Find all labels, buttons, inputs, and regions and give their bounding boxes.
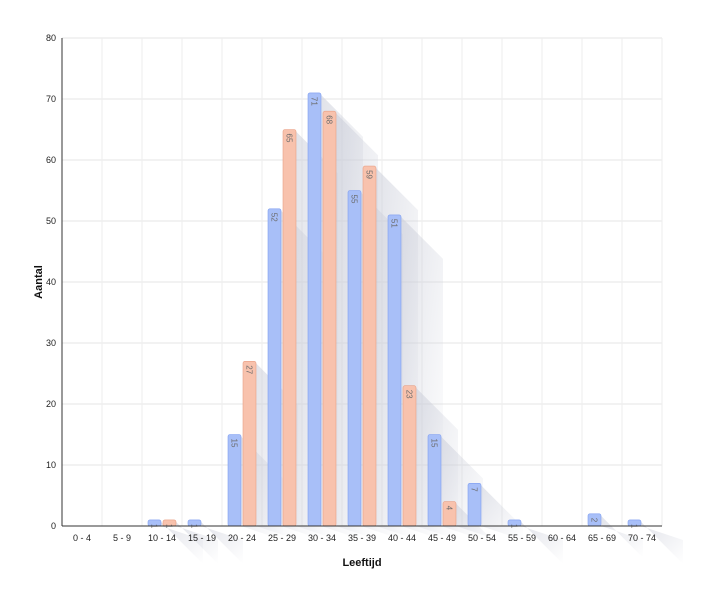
bar-shadow xyxy=(641,521,683,564)
bar-value-label: 15 xyxy=(430,439,439,448)
bar-value-label: 4 xyxy=(445,506,454,511)
bar-value-label: 68 xyxy=(325,115,334,124)
bar-value-label: 27 xyxy=(245,365,254,374)
bar-value-label: 7 xyxy=(470,487,479,492)
bar xyxy=(322,110,337,527)
x-tick-label: 65 - 69 xyxy=(588,533,616,543)
y-tick-label: 0 xyxy=(51,521,56,531)
bar-value-label: 2 xyxy=(590,518,599,523)
x-tick-label: 25 - 29 xyxy=(268,533,296,543)
x-tick-label: 45 - 49 xyxy=(428,533,456,543)
bar-shadow xyxy=(201,521,243,564)
y-axis-title: Aantal xyxy=(33,265,45,299)
bar xyxy=(347,190,362,527)
x-tick-label: 60 - 64 xyxy=(548,533,576,543)
bar-value-label: 23 xyxy=(405,390,414,399)
bar-value-label: 15 xyxy=(230,439,239,448)
bar-value-label: 71 xyxy=(310,97,319,106)
x-tick-label: 50 - 54 xyxy=(468,533,496,543)
x-tick-label: 0 - 4 xyxy=(73,533,91,543)
x-tick-label: 5 - 9 xyxy=(113,533,131,543)
bar xyxy=(307,92,322,527)
bar-shadow xyxy=(456,503,498,546)
x-tick-label: 20 - 24 xyxy=(228,533,256,543)
y-tick-label: 80 xyxy=(46,33,56,43)
bar xyxy=(387,214,402,527)
x-tick-label: 40 - 44 xyxy=(388,533,416,543)
x-tick-label: 30 - 34 xyxy=(308,533,336,543)
bar-value-label: 59 xyxy=(365,170,374,179)
x-tick-label: 10 - 14 xyxy=(148,533,176,543)
bar-shadow xyxy=(176,521,218,564)
bar-value-label: 51 xyxy=(390,219,399,228)
bar-value-label: 55 xyxy=(350,195,359,204)
bar-shadow xyxy=(521,521,563,564)
x-tick-label: 15 - 19 xyxy=(188,533,216,543)
bar xyxy=(227,434,242,527)
bar xyxy=(282,129,297,527)
x-tick-label: 55 - 59 xyxy=(508,533,536,543)
bar xyxy=(267,208,282,527)
x-tick-label: 35 - 39 xyxy=(348,533,376,543)
x-tick-label: 70 - 74 xyxy=(628,533,656,543)
y-tick-label: 10 xyxy=(46,460,56,470)
y-tick-label: 70 xyxy=(46,94,56,104)
y-tick-label: 30 xyxy=(46,338,56,348)
bar-value-label: 52 xyxy=(270,213,279,222)
x-axis-title: Leeftijd xyxy=(342,557,381,569)
bar xyxy=(402,385,417,527)
bar-value-label: 65 xyxy=(285,134,294,143)
y-tick-label: 20 xyxy=(46,399,56,409)
y-tick-label: 60 xyxy=(46,155,56,165)
bar xyxy=(427,434,442,527)
y-tick-label: 50 xyxy=(46,216,56,226)
bar-shadow xyxy=(161,521,203,564)
y-tick-label: 40 xyxy=(46,277,56,287)
bar xyxy=(242,360,257,527)
bar xyxy=(362,165,377,527)
